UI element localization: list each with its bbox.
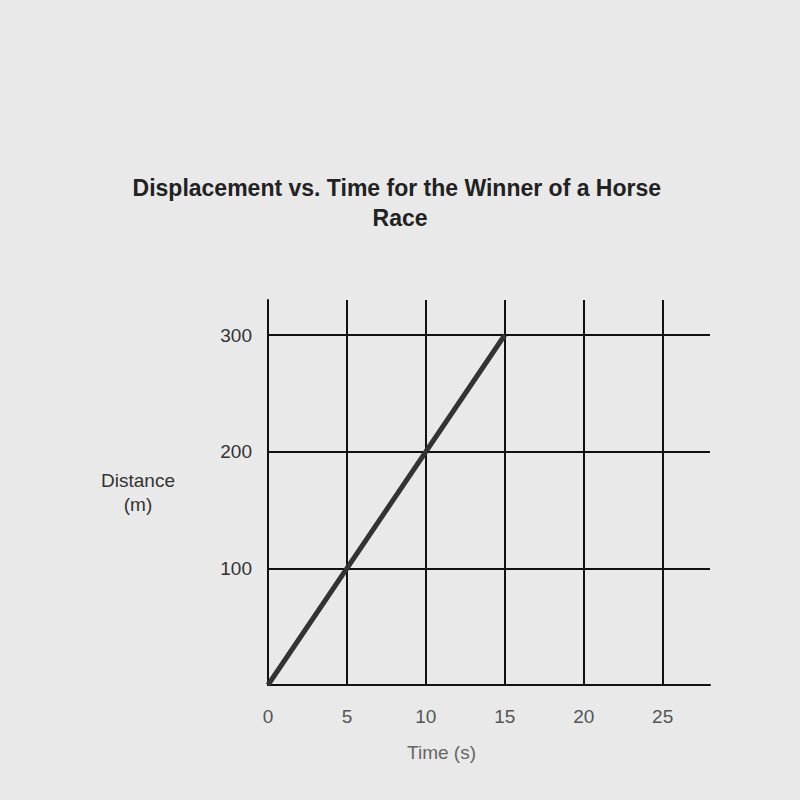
svg-text:(m): (m)	[124, 494, 152, 515]
svg-text:5: 5	[342, 706, 353, 727]
svg-text:20: 20	[573, 706, 594, 727]
svg-text:0: 0	[263, 706, 274, 727]
svg-text:Displacement vs. Time for the: Displacement vs. Time for the Winner of …	[133, 175, 668, 201]
svg-text:25: 25	[652, 706, 673, 727]
svg-text:100: 100	[220, 558, 252, 579]
svg-text:15: 15	[494, 706, 515, 727]
svg-text:Time (s): Time (s)	[407, 742, 476, 763]
svg-text:200: 200	[220, 441, 252, 462]
svg-text:300: 300	[220, 325, 252, 346]
svg-text:Race: Race	[373, 205, 428, 231]
svg-text:10: 10	[415, 706, 436, 727]
svg-text:Distance: Distance	[101, 470, 175, 491]
